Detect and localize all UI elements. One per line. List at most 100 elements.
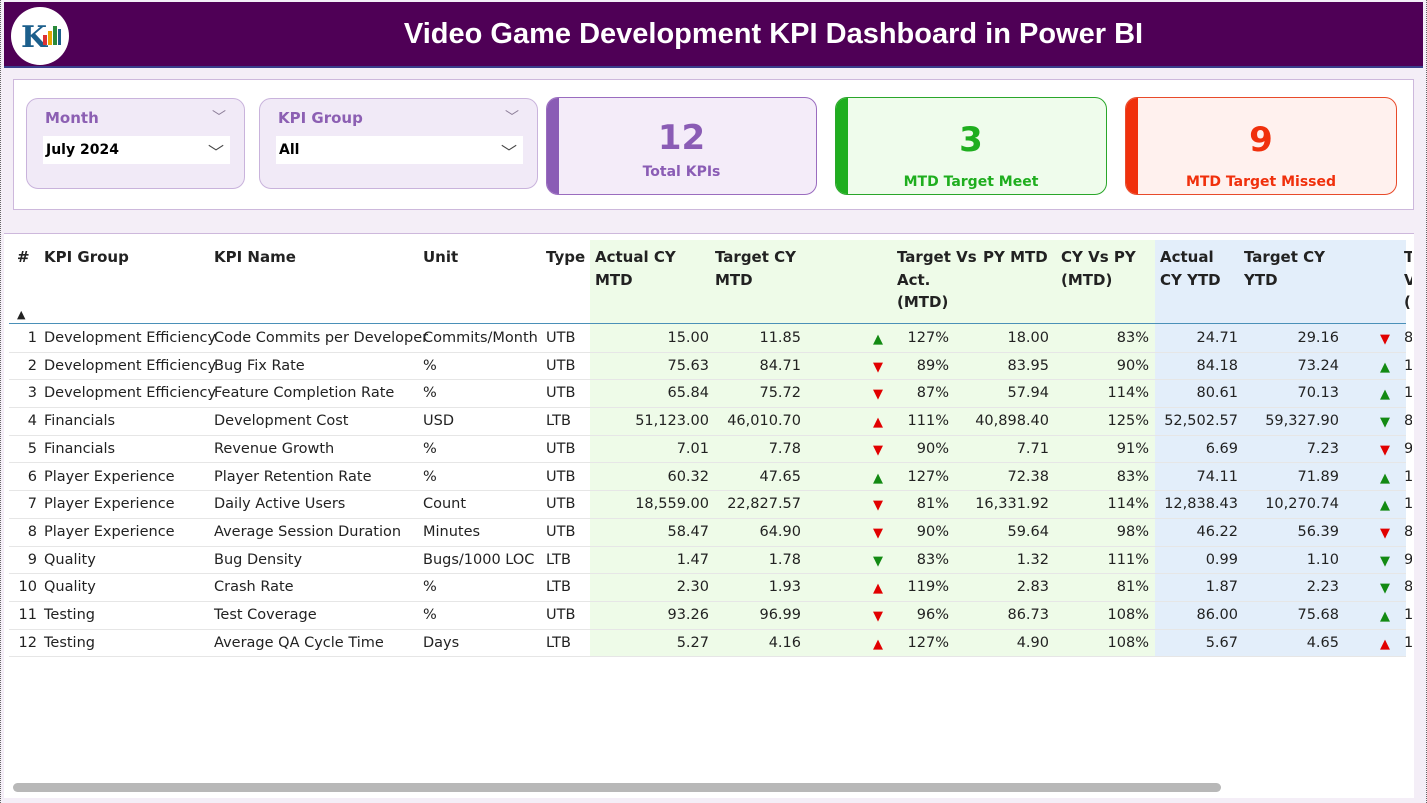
table-row[interactable]: 4 Financials Development Cost USD LTB 51,123.… <box>9 408 1412 436</box>
arrow-up-icon: ▲ <box>873 415 883 431</box>
target-vs-actual-ytd-cell: 8 <box>1404 330 1412 346</box>
target-cy-ytd-cell: 29.16 <box>1297 330 1339 346</box>
arrow-up-icon: ▲ <box>873 332 883 347</box>
mtd-meet-label: MTD Target Meet <box>903 174 1039 190</box>
cy-vs-py-mtd-cell: 81% <box>1116 579 1149 596</box>
kpi-group-cell: Player Experience <box>44 523 175 540</box>
table-row[interactable]: 1 Development Efficiency Code Commits per … <box>9 325 1412 353</box>
horizontal-scrollbar[interactable] <box>13 783 1221 792</box>
target-cy-mtd-cell: 4.16 <box>768 634 801 651</box>
col-target-cy-ytd-header[interactable]: Target CY YTD <box>1244 248 1325 289</box>
actual-cy-mtd-cell: 15.00 <box>667 330 709 346</box>
target-vs-actual-ytd-cell: 8 <box>1404 579 1412 596</box>
kpi-name-cell: Feature Completion Rate <box>214 385 395 402</box>
target-vs-actual-mtd-cell: 127% <box>907 468 949 485</box>
month-slicer[interactable]: Month ﹀ July 2024 ﹀ <box>26 98 245 189</box>
target-cy-mtd-cell: 7.78 <box>768 440 801 457</box>
cy-vs-py-mtd-cell: 111% <box>1107 551 1149 568</box>
arrow-down-icon: ▼ <box>873 498 883 514</box>
row-number: 8 <box>27 523 37 540</box>
table-row[interactable]: 10 Quality Crash Rate% LTB 2.30 1.93 119% 2.83 8… <box>9 574 1412 602</box>
sort-ascending-icon[interactable]: ▲ <box>17 308 26 321</box>
kpi-group-cell: Financials <box>44 440 116 457</box>
type-cell: UTB <box>546 607 576 623</box>
unit-cell: % <box>423 579 437 596</box>
unit-cell: Commits/Month <box>423 330 538 346</box>
actual-cy-ytd-cell: 5.67 <box>1205 634 1238 651</box>
type-cell: LTB <box>546 413 571 430</box>
target-vs-actual-ytd-cell: 9 <box>1404 440 1412 457</box>
target-vs-actual-mtd-cell: 127% <box>907 634 949 651</box>
cy-vs-py-mtd-cell: 83% <box>1116 468 1149 485</box>
arrow-up-icon: ▲ <box>873 470 883 486</box>
kpi-name-cell: Player Retention Rate <box>214 468 372 485</box>
target-cy-ytd-cell: 2.23 <box>1306 579 1339 596</box>
arrow-up-icon: ▲ <box>873 636 883 652</box>
chevron-down-icon[interactable]: ﹀ <box>212 110 226 126</box>
target-cy-mtd-cell: 1.78 <box>768 551 801 568</box>
unit-cell: % <box>423 468 437 485</box>
row-number: 1 <box>27 330 37 346</box>
table-row[interactable]: 8 Player Experience Average Session Durati… <box>9 519 1412 547</box>
kpi-name-cell: Average Session Duration <box>214 523 402 540</box>
table-row[interactable]: 11 Testing Test Coverage% UTB 93.26 96.99 96% 8… <box>9 602 1412 630</box>
target-cy-mtd-cell: 75.72 <box>759 385 801 402</box>
target-vs-actual-ytd-cell: 8 <box>1404 523 1412 540</box>
row-number: 12 <box>18 634 37 651</box>
kpi-group-slicer[interactable]: KPI Group ﹀ All ﹀ <box>259 98 538 189</box>
table-row[interactable]: 9 Quality Bug Density Bugs/1000 LOC LTB 1.47 1… <box>9 547 1412 575</box>
chevron-down-icon[interactable]: ﹀ <box>505 110 519 126</box>
kpi-group-cell: Player Experience <box>44 496 175 513</box>
arrow-up-icon: ▲ <box>1380 387 1390 403</box>
kpi-group-value: All <box>279 142 300 158</box>
target-cy-ytd-cell: 75.68 <box>1297 607 1339 623</box>
col-actual-cy-mtd-header[interactable]: Actual CY MTD <box>595 248 676 289</box>
month-dropdown[interactable]: July 2024 ﹀ <box>43 136 230 164</box>
card-accent <box>1126 98 1138 194</box>
col-target-vs-actual-ytd-header[interactable]: T V ( <box>1404 248 1412 311</box>
kpi-name-cell: Daily Active Users <box>214 496 346 513</box>
col-target-cy-mtd-header[interactable]: Target CY MTD <box>715 248 796 289</box>
col-target-vs-actual-mtd-header[interactable]: Target Vs Act. (MTD) <box>897 248 977 311</box>
py-mtd-cell: 4.90 <box>1016 634 1049 651</box>
col-actual-cy-ytd-header[interactable]: Actual CY YTD <box>1160 248 1221 289</box>
col-kpi-name-header[interactable]: KPI Name <box>214 248 296 266</box>
type-cell: UTB <box>546 357 576 374</box>
col-kpi-group-header[interactable]: KPI Group <box>44 248 129 266</box>
kpi-group-dropdown[interactable]: All ﹀ <box>276 136 523 164</box>
type-cell: LTB <box>546 579 571 596</box>
actual-cy-mtd-cell: 1.47 <box>676 551 709 568</box>
py-mtd-cell: 7.71 <box>1016 440 1049 457</box>
cy-vs-py-mtd-cell: 83% <box>1116 330 1149 346</box>
table-row[interactable]: 5 Financials Revenue Growth% UTB 7.01 7.78 90%… <box>9 436 1412 464</box>
actual-cy-mtd-cell: 93.26 <box>667 607 709 623</box>
target-vs-actual-mtd-cell: 111% <box>907 413 949 430</box>
target-cy-ytd-cell: 7.23 <box>1306 440 1339 457</box>
col-type-header[interactable]: Type <box>546 248 586 266</box>
py-mtd-cell: 16,331.92 <box>975 496 1049 513</box>
col-number-header[interactable]: # <box>17 248 30 266</box>
table-row[interactable]: 7 Player Experience Daily Active Users Coun… <box>9 491 1412 519</box>
table-row[interactable]: 12 Testing Average QA Cycle Time Days LTB 5.2… <box>9 630 1412 658</box>
col-py-mtd-header[interactable]: PY MTD <box>983 248 1048 266</box>
col-unit-header[interactable]: Unit <box>423 248 459 266</box>
arrow-down-icon: ▼ <box>1380 581 1390 597</box>
kpi-name-cell: Average QA Cycle Time <box>214 634 384 651</box>
target-cy-ytd-cell: 70.13 <box>1297 385 1339 402</box>
table-row[interactable]: 2 Development Efficiency Bug Fix Rate% UTB 7… <box>9 353 1412 381</box>
kpi-group-cell: Quality <box>44 551 96 568</box>
arrow-down-icon: ▼ <box>1380 332 1390 347</box>
table-row[interactable]: 6 Player Experience Player Retention Rate%… <box>9 464 1412 492</box>
actual-cy-ytd-cell: 80.61 <box>1196 385 1238 402</box>
actual-cy-mtd-cell: 60.32 <box>667 468 709 485</box>
mtd-section-bg <box>590 240 1155 656</box>
actual-cy-mtd-cell: 58.47 <box>667 523 709 540</box>
table-row[interactable]: 3 Development Efficiency Feature Completio… <box>9 380 1412 409</box>
kpi-name-cell: Bug Fix Rate <box>214 357 305 374</box>
actual-cy-mtd-cell: 5.27 <box>676 634 709 651</box>
unit-cell: Count <box>423 496 467 513</box>
py-mtd-cell: 59.64 <box>1007 523 1049 540</box>
actual-cy-ytd-cell: 12,838.43 <box>1164 496 1238 513</box>
type-cell: UTB <box>546 523 576 540</box>
col-cy-vs-py-mtd-header[interactable]: CY Vs PY (MTD) <box>1061 248 1136 289</box>
